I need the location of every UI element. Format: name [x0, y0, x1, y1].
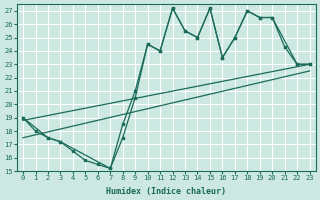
X-axis label: Humidex (Indice chaleur): Humidex (Indice chaleur) — [106, 187, 226, 196]
